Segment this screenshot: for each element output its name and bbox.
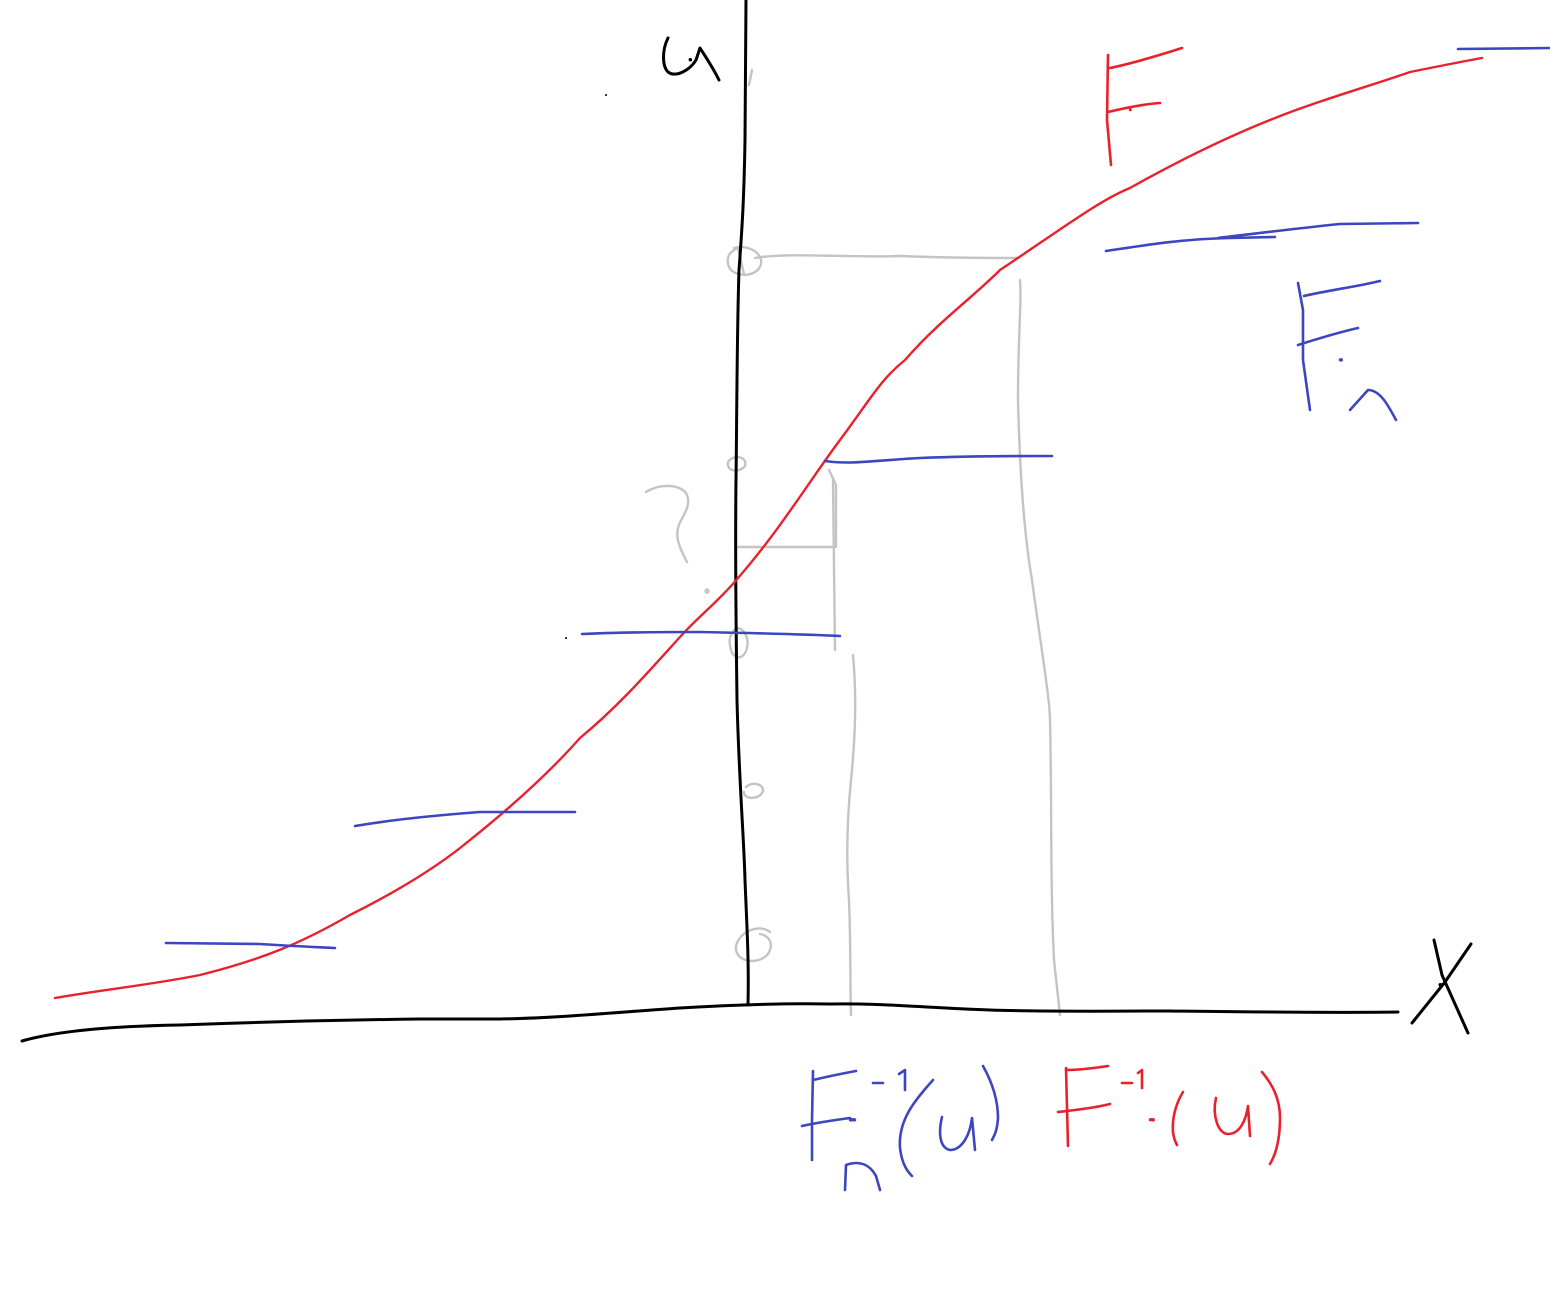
u-level-guide xyxy=(753,254,1020,260)
guide-lines xyxy=(644,68,1062,1017)
fn-f-top-bar xyxy=(1302,279,1382,298)
x-glyph-stroke-2 xyxy=(1410,942,1473,1025)
fn-n-glyph xyxy=(1348,388,1398,422)
u-tick-top-icon xyxy=(726,245,763,276)
f-glyph-mid-bar xyxy=(1106,101,1162,114)
true-quantile-label: F^-1(u) xyxy=(1056,1064,1282,1166)
y-axis xyxy=(734,0,750,1007)
x-axis xyxy=(20,1002,1400,1043)
u-glyph xyxy=(662,36,721,82)
finv-open-paren xyxy=(1171,1090,1185,1147)
question-mark-icon xyxy=(644,484,690,564)
fninv-u xyxy=(938,1115,977,1152)
empirical-quantile-label-text: F_n^-1(u) xyxy=(850,1118,856,1121)
empirical-cdf-label-text: F_n xyxy=(1340,359,1343,361)
axes xyxy=(20,0,1400,1043)
true-quantile-drop-guide xyxy=(1016,278,1062,1017)
fn-f-stem xyxy=(1296,281,1312,412)
step-5 xyxy=(1104,235,1277,253)
empirical-quantile-label: F_n^-1(u) xyxy=(800,1064,1000,1192)
empirical-cdf-steps xyxy=(164,46,1550,950)
empirical-jump-guide xyxy=(831,478,837,652)
empirical-cdf-label: F_n xyxy=(1296,279,1398,422)
step-6 xyxy=(1456,46,1550,51)
finv-close-paren xyxy=(1260,1070,1282,1166)
y-axis-label-text: u xyxy=(690,59,691,61)
speck-1 xyxy=(605,94,607,96)
step-1 xyxy=(164,941,337,950)
finv-f-top-bar xyxy=(1064,1064,1110,1072)
fninv-f-top-bar xyxy=(811,1069,858,1082)
finv-one xyxy=(1136,1068,1144,1090)
u-tick-bottom-icon xyxy=(734,927,772,963)
finv-f-mid-bar xyxy=(1056,1102,1112,1114)
y-axis-label: u xyxy=(662,36,721,82)
true-cdf-label: F xyxy=(1105,46,1184,167)
finv-u xyxy=(1213,1096,1252,1138)
step-5b xyxy=(1216,221,1420,240)
step-4 xyxy=(823,454,1054,464)
x-axis-label-text: X xyxy=(1440,984,1441,986)
true-cdf-label-text: F xyxy=(1130,109,1131,111)
u-tick-mid-icon xyxy=(726,455,747,472)
speck-2 xyxy=(565,637,567,639)
fninv-open-paren xyxy=(898,1078,935,1178)
u-tick-lower-icon xyxy=(742,782,765,800)
fn-f-mid-bar xyxy=(1296,326,1360,347)
stray-marks xyxy=(565,94,607,639)
true-cdf-curve xyxy=(53,56,1484,1000)
true-quantile-label-text: F^-1(u) xyxy=(1150,1118,1154,1121)
question-mark-dot-icon xyxy=(704,588,710,594)
step-2 xyxy=(353,810,577,828)
fninv-one xyxy=(897,1068,907,1092)
step-3 xyxy=(580,630,842,638)
question-level-guide xyxy=(736,468,838,549)
fninv-close-paren xyxy=(981,1064,1000,1142)
fninv-f-mid-bar xyxy=(800,1116,852,1128)
small-stroke-top xyxy=(747,68,754,87)
finv-f-stem xyxy=(1064,1066,1070,1148)
fninv-f-stem xyxy=(810,1069,815,1162)
fninv-n xyxy=(843,1161,882,1192)
f-glyph-top-bar xyxy=(1108,46,1184,70)
x-axis-label: X xyxy=(1410,938,1473,1035)
x-glyph-stroke-1 xyxy=(1432,938,1470,1035)
f-glyph-stem xyxy=(1105,53,1113,167)
empirical-quantile-drop-guide xyxy=(846,653,857,1017)
